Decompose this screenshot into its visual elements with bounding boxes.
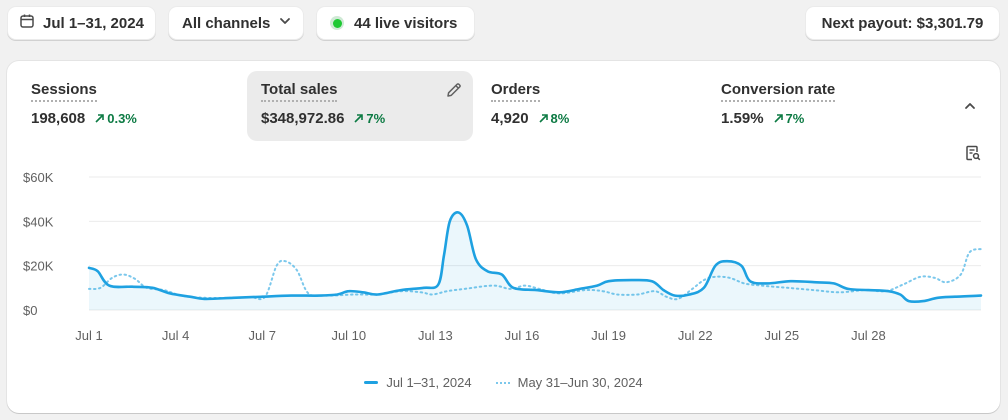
x-tick-label: Jul 16 xyxy=(505,328,540,343)
metric-title: Conversion rate xyxy=(721,81,836,102)
arrow-up-right-icon xyxy=(773,114,783,123)
x-tick-label: Jul 1 xyxy=(75,328,102,343)
x-tick-label: Jul 25 xyxy=(764,328,799,343)
x-tick-label: Jul 22 xyxy=(678,328,713,343)
y-tick-label: $20K xyxy=(23,259,54,274)
metric-value: 198,608 xyxy=(31,110,86,127)
x-tick-label: Jul 7 xyxy=(248,328,275,343)
metric-value: $348,972.86 xyxy=(261,110,345,127)
arrow-up-right-icon xyxy=(95,114,105,123)
metric-change: 0.3% xyxy=(95,111,137,126)
legend-label: May 31–Jun 30, 2024 xyxy=(517,375,643,390)
metric-conversion-rate[interactable]: Conversion rate 1.59% 7% xyxy=(707,71,927,141)
legend-swatch-dotted xyxy=(495,381,510,384)
pencil-icon[interactable] xyxy=(445,81,463,104)
x-tick-label: Jul 19 xyxy=(591,328,626,343)
chart-legend: Jul 1–31, 2024 May 31–Jun 30, 2024 xyxy=(7,375,1000,390)
chevron-down-icon xyxy=(278,14,292,32)
x-tick-label: Jul 4 xyxy=(162,328,189,343)
sales-line-chart: $0 $20K $40K $60K Jul 1 Jul 4 Jul 7 Jul 10 Jul 1… xyxy=(23,170,983,343)
metric-change: 8% xyxy=(538,111,569,126)
metric-sessions[interactable]: Sessions 198,608 0.3% xyxy=(17,71,237,141)
y-tick-label: $40K xyxy=(23,214,54,229)
chevron-up-icon[interactable] xyxy=(960,96,980,121)
x-tick-label: Jul 10 xyxy=(331,328,366,343)
date-range-button[interactable]: Jul 1–31, 2024 xyxy=(7,6,156,40)
metric-value: 4,920 xyxy=(491,110,529,127)
live-visitors-button[interactable]: 44 live visitors xyxy=(316,6,475,40)
legend-item-current[interactable]: Jul 1–31, 2024 xyxy=(364,375,472,390)
metric-title: Orders xyxy=(491,81,541,102)
metric-value: 1.59% xyxy=(721,110,764,127)
chart-report-icon[interactable] xyxy=(964,144,982,167)
legend-label: Jul 1–31, 2024 xyxy=(386,375,472,390)
series-line-current xyxy=(87,211,983,304)
metric-orders[interactable]: Orders 4,920 8% xyxy=(477,71,697,141)
metric-change: 7% xyxy=(354,111,385,126)
legend-item-previous[interactable]: May 31–Jun 30, 2024 xyxy=(495,375,643,390)
live-indicator-icon xyxy=(330,16,344,30)
next-payout-label: Next payout: $3,301.79 xyxy=(821,14,984,32)
channels-dropdown[interactable]: All channels xyxy=(168,6,304,40)
metric-title: Total sales xyxy=(261,81,338,102)
date-range-label: Jul 1–31, 2024 xyxy=(43,14,144,32)
y-tick-label: $60K xyxy=(23,170,54,185)
y-tick-label: $0 xyxy=(23,303,37,318)
metric-change: 7% xyxy=(773,111,804,126)
calendar-icon xyxy=(19,13,35,33)
arrow-up-right-icon xyxy=(538,114,548,123)
metric-title: Sessions xyxy=(31,81,97,102)
metric-total-sales[interactable]: Total sales $348,972.86 7% xyxy=(247,71,473,141)
x-tick-label: Jul 13 xyxy=(418,328,453,343)
live-visitors-label: 44 live visitors xyxy=(354,14,458,32)
next-payout-button[interactable]: Next payout: $3,301.79 xyxy=(805,6,1000,40)
x-tick-label: Jul 28 xyxy=(851,328,886,343)
channels-label: All channels xyxy=(182,14,271,32)
legend-swatch-solid xyxy=(364,381,379,384)
sales-analytics-card: Sessions 198,608 0.3% Total sales $348,9… xyxy=(7,61,1000,413)
series-area-current xyxy=(89,212,981,310)
arrow-up-right-icon xyxy=(354,114,364,123)
